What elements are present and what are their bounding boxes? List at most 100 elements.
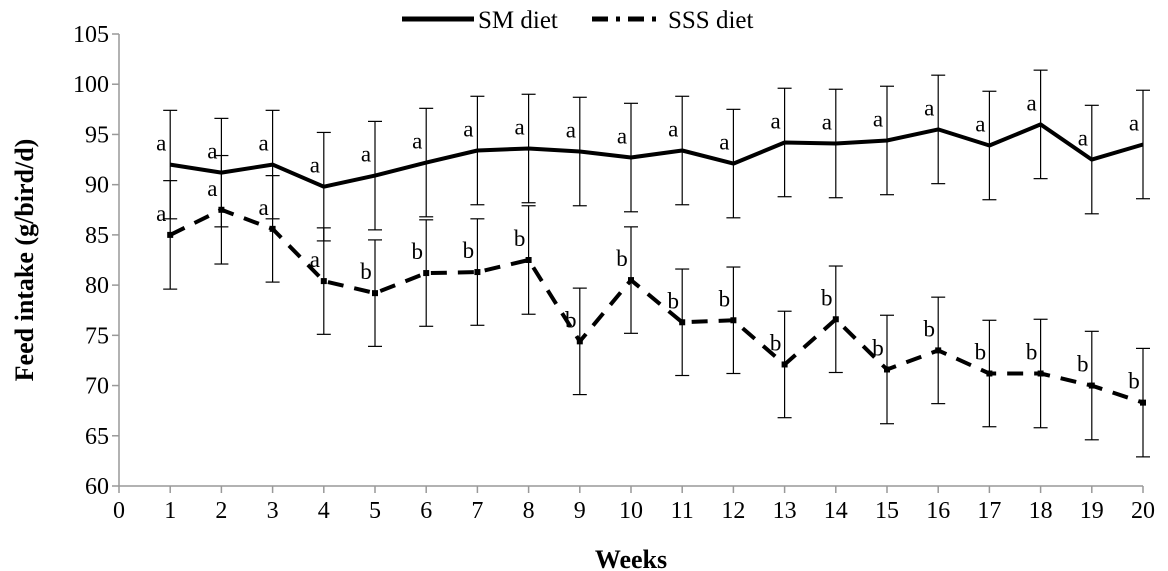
significance-label-sss-diet: b <box>667 288 679 313</box>
significance-label-sm-diet: a <box>1026 90 1036 115</box>
significance-label-sss-diet: b <box>463 238 475 263</box>
x-axis-title: Weeks <box>595 545 667 571</box>
legend-label-sss-diet: SSS diet <box>668 7 754 34</box>
y-tick-label: 90 <box>85 173 109 199</box>
significance-label-sss-diet: b <box>411 239 423 264</box>
x-tick-label: 1 <box>164 498 176 524</box>
x-tick-label: 2 <box>215 498 227 524</box>
x-tick-label: 7 <box>471 498 483 524</box>
y-tick-label: 70 <box>85 374 109 400</box>
data-point-sss-diet <box>372 290 378 297</box>
x-tick-label: 16 <box>926 498 950 524</box>
significance-label-sss-diet: b <box>1026 340 1038 365</box>
x-tick-label: 0 <box>113 498 125 524</box>
legend-label-sm-diet: SM diet <box>478 7 558 34</box>
x-tick-label: 19 <box>1080 498 1104 524</box>
data-point-sss-diet <box>1140 399 1146 406</box>
x-tick-label: 18 <box>1029 498 1053 524</box>
significance-label-sss-diet: a <box>310 247 320 272</box>
y-tick-label: 105 <box>73 22 109 48</box>
data-point-sss-diet <box>269 225 276 232</box>
data-point-sss-diet <box>884 366 890 373</box>
y-tick-label: 80 <box>85 273 109 299</box>
significance-label-sm-diet: a <box>873 106 883 131</box>
x-tick-label: 10 <box>619 498 643 524</box>
significance-label-sss-diet: b <box>770 330 782 355</box>
significance-label-sm-diet: a <box>361 142 371 167</box>
series-line-sss-diet <box>169 207 1144 405</box>
y-tick-label: 65 <box>85 424 109 450</box>
significance-label-sss-diet: a <box>156 201 166 226</box>
x-tick-label: 17 <box>977 498 1001 524</box>
y-tick-label: 75 <box>85 323 109 349</box>
significance-label-sm-diet: a <box>412 129 422 154</box>
y-tick-label: 95 <box>85 122 109 148</box>
significance-label-sm-diet: a <box>156 131 166 156</box>
significance-label-sm-diet: a <box>207 139 217 164</box>
significance-label-sm-diet: a <box>566 118 576 143</box>
significance-label-sm-diet: a <box>975 111 985 136</box>
significance-label-sss-diet: b <box>1128 369 1140 394</box>
significance-label-sm-diet: a <box>617 124 627 149</box>
data-point-sss-diet <box>1088 382 1095 389</box>
significance-label-sss-diet: b <box>719 286 731 311</box>
significance-label-sm-diet: a <box>770 108 780 133</box>
significance-label-sss-diet: b <box>360 259 372 284</box>
x-tick-label: 14 <box>824 498 848 524</box>
significance-label-sss-diet: b <box>923 316 935 341</box>
significance-label-sss-diet: b <box>872 335 884 360</box>
significance-label-sm-diet: a <box>310 153 320 178</box>
series-line-sm-diet <box>169 122 1144 189</box>
x-tick-label: 12 <box>721 498 745 524</box>
data-point-sss-diet <box>423 270 430 277</box>
data-point-sss-diet <box>781 361 788 368</box>
x-tick-label: 5 <box>369 498 381 524</box>
x-tick-label: 9 <box>574 498 586 524</box>
y-tick-label: 60 <box>85 474 109 500</box>
significance-label-sm-diet: a <box>514 115 524 140</box>
significance-label-sss-diet: b <box>514 226 526 251</box>
series-markers <box>167 206 1146 406</box>
significance-label-sm-diet: a <box>822 109 832 134</box>
x-tick-label: 11 <box>671 498 694 524</box>
data-point-sss-diet <box>167 231 174 238</box>
data-point-sss-diet <box>218 206 225 213</box>
data-point-sss-diet <box>320 278 327 285</box>
x-tick-label: 20 <box>1131 498 1155 524</box>
y-tick-label: 100 <box>73 72 109 98</box>
significance-label-sss-diet: a <box>207 176 217 201</box>
significance-label-sss-diet: b <box>975 340 987 365</box>
y-tick-label: 85 <box>85 223 109 249</box>
significance-label-sss-diet: b <box>616 246 628 271</box>
significance-label-sm-diet: a <box>1129 110 1139 135</box>
data-point-sss-diet <box>474 269 481 276</box>
data-point-sss-diet <box>525 257 532 263</box>
x-tick-label: 6 <box>420 498 432 524</box>
significance-label-sm-diet: a <box>1078 126 1088 151</box>
data-point-sss-diet <box>576 338 583 345</box>
x-tick-label: 8 <box>523 498 535 524</box>
significance-label-sss-diet: b <box>565 307 577 332</box>
x-tick-label: 15 <box>875 498 899 524</box>
data-point-sss-diet <box>832 316 839 323</box>
series-lines <box>169 122 1144 405</box>
x-tick-label: 3 <box>267 498 279 524</box>
data-point-sss-diet <box>679 319 686 326</box>
data-point-sss-diet <box>986 370 993 377</box>
significance-label-sm-diet: a <box>258 131 268 156</box>
significance-label-sss-diet: b <box>1077 352 1089 377</box>
significance-label-sss-diet: b <box>821 285 833 310</box>
significance-label-sm-diet: a <box>668 117 678 142</box>
data-point-sss-diet <box>730 317 737 324</box>
legend: SM diet SSS diet <box>402 7 754 34</box>
y-axis-title: Feed intake (g/bird/d) <box>10 139 39 382</box>
data-point-sss-diet <box>1037 370 1044 377</box>
x-tick-label: 4 <box>318 498 330 524</box>
significance-label-sss-diet: a <box>258 195 268 220</box>
data-point-sss-diet <box>935 347 942 354</box>
x-tick-label: 13 <box>773 498 797 524</box>
data-point-sss-diet <box>628 277 634 284</box>
significance-label-sm-diet: a <box>719 130 729 155</box>
